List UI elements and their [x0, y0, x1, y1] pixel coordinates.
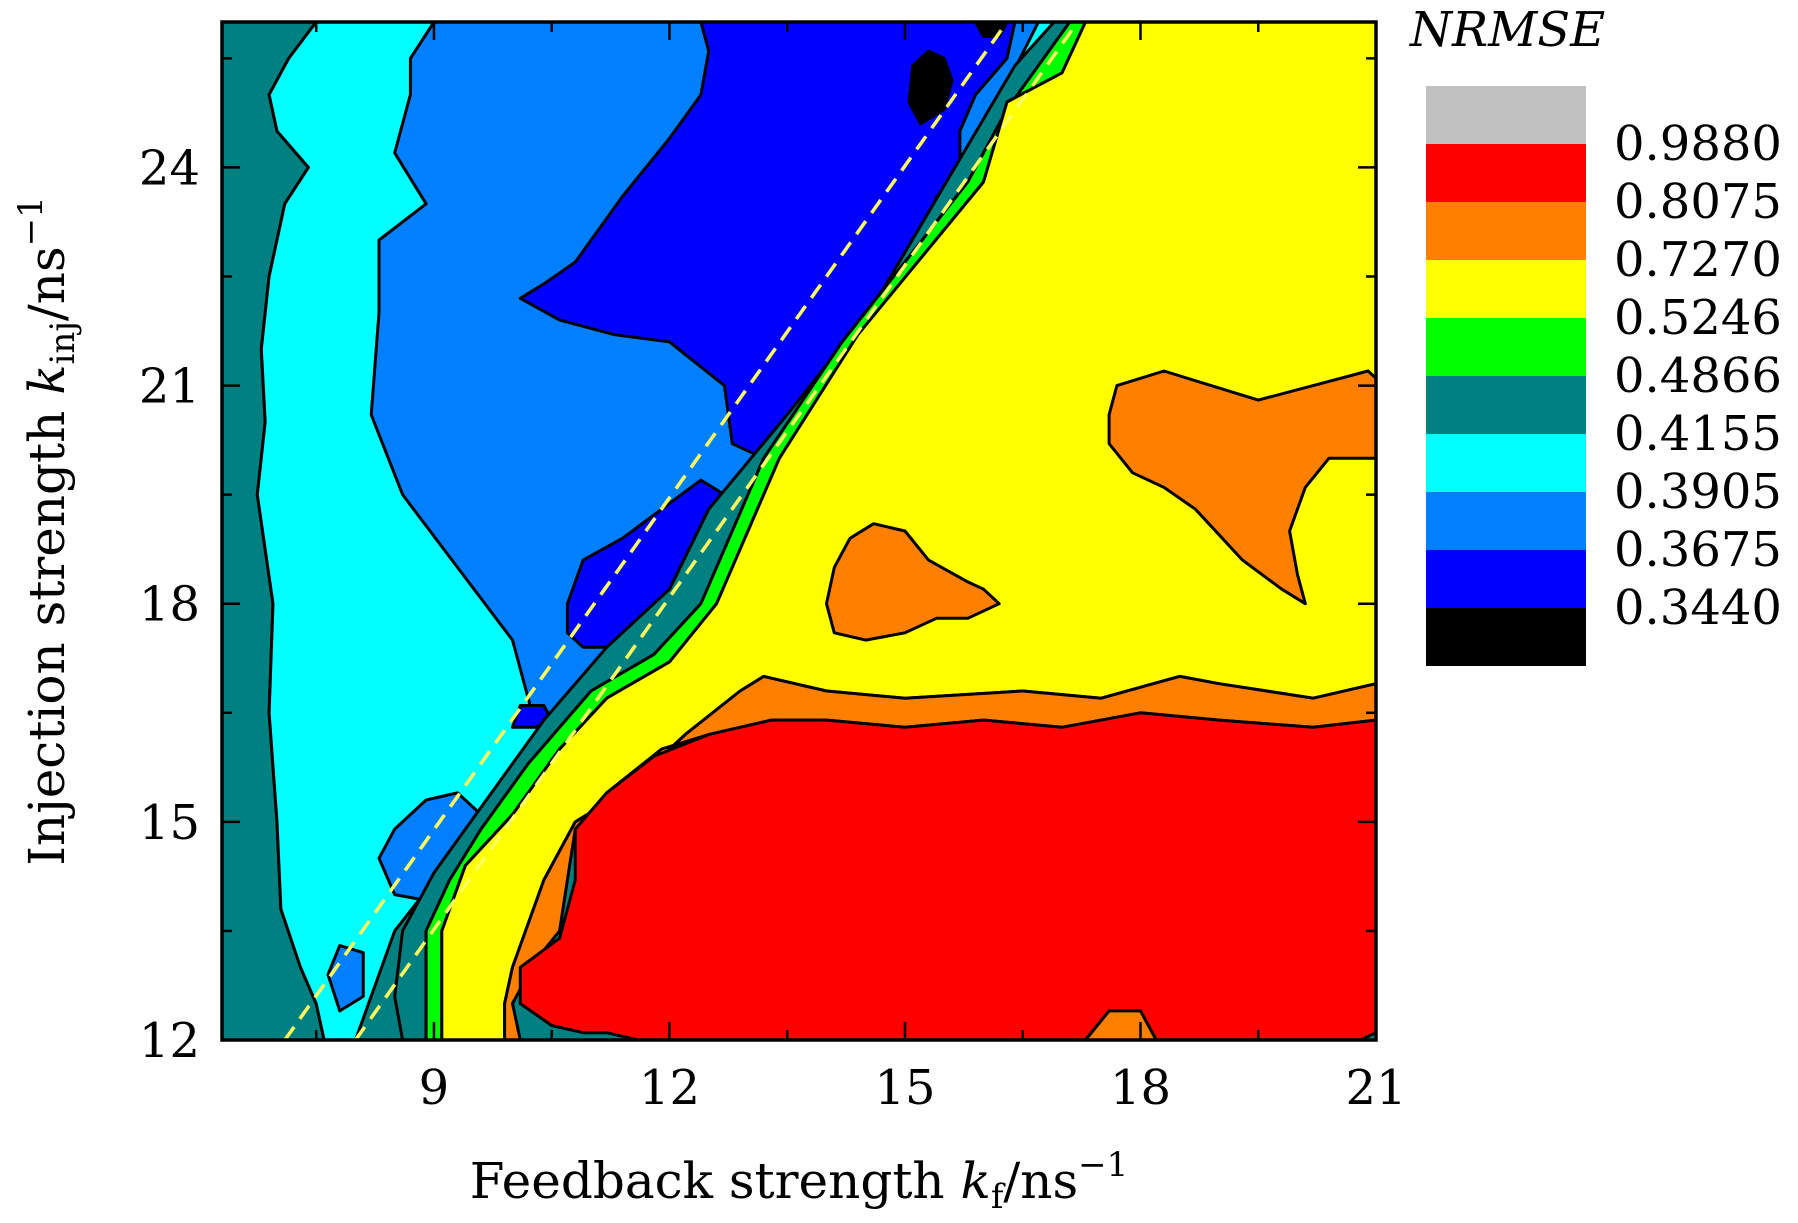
colorbar-swatch — [1426, 434, 1586, 492]
x-axis-title: Feedback strength kf/ns−1 — [470, 1145, 1129, 1217]
x-axis-title-sup: −1 — [1078, 1145, 1128, 1185]
colorbar-swatch — [1426, 202, 1586, 260]
colorbar: NRMSE 0.98800.80750.72700.52460.48660.41… — [1409, 2, 1782, 666]
contour-region-9 — [326, 944, 365, 1013]
y-axis-title-unit: /ns — [18, 246, 76, 321]
contour-region-19 — [518, 711, 1378, 1042]
colorbar-swatch — [1426, 318, 1586, 376]
contour-region-10 — [907, 49, 954, 126]
colorbar-level-label: 0.3905 — [1614, 464, 1782, 520]
y-axis-title-text: Injection strength — [18, 395, 76, 866]
colorbar-swatch — [1426, 144, 1586, 202]
x-tick-label: 18 — [1110, 1060, 1171, 1116]
x-tick-label: 9 — [419, 1060, 450, 1116]
y-tick-labels: 12 15 18 21 24 — [139, 140, 200, 1069]
y-axis-title: Injection strength kinj/ns−1 — [11, 196, 83, 865]
colorbar-swatches — [1426, 86, 1586, 666]
colorbar-level-label: 0.5246 — [1614, 290, 1782, 346]
colorbar-swatch — [1426, 86, 1586, 144]
y-tick-label: 18 — [139, 577, 200, 633]
x-tick-label: 12 — [639, 1060, 700, 1116]
axis-ticks — [222, 22, 1378, 1040]
colorbar-level-label: 0.9880 — [1614, 116, 1782, 172]
x-tick-label: 15 — [874, 1060, 935, 1116]
y-axis-title-sub: inj — [43, 321, 83, 364]
colorbar-level-label: 0.3675 — [1614, 522, 1782, 578]
colorbar-level-label: 0.3440 — [1614, 580, 1782, 636]
colorbar-swatch — [1426, 376, 1586, 434]
guide-lines — [283, 20, 1080, 1042]
colorbar-level-label: 0.8075 — [1614, 174, 1782, 230]
x-tick-labels: 9 12 15 18 21 — [419, 1060, 1407, 1116]
x-axis-title-var: k — [961, 1152, 991, 1210]
plot-area — [220, 20, 1378, 1042]
y-tick-label: 24 — [139, 140, 200, 196]
colorbar-level-label: 0.7270 — [1614, 232, 1782, 288]
colorbar-swatch — [1426, 492, 1586, 550]
y-tick-label: 12 — [139, 1013, 200, 1069]
colorbar-swatch — [1426, 608, 1586, 666]
colorbar-level-label: 0.4866 — [1614, 348, 1782, 404]
y-tick-label: 21 — [139, 359, 200, 415]
x-tick-label: 21 — [1345, 1060, 1406, 1116]
colorbar-swatch — [1426, 550, 1586, 608]
dashed-guide-line-2 — [354, 20, 1080, 1042]
contour-region-20 — [825, 522, 1001, 642]
y-axis-title-sup: −1 — [11, 196, 51, 246]
plot-frame — [220, 20, 1378, 1042]
x-axis-title-sub: f — [991, 1177, 1006, 1217]
colorbar-title: NRMSE — [1409, 2, 1605, 58]
y-tick-label: 15 — [139, 795, 200, 851]
y-axis-title-var: k — [18, 364, 76, 394]
colorbar-swatch — [1426, 260, 1586, 318]
x-axis-title-unit: /ns — [1003, 1152, 1078, 1210]
colorbar-labels: 0.98800.80750.72700.52460.48660.41550.39… — [1614, 116, 1782, 636]
colorbar-level-label: 0.4155 — [1614, 406, 1782, 462]
dashed-guide-line-1 — [283, 20, 1009, 1042]
contour-region-21 — [1107, 369, 1378, 606]
x-axis-title-text: Feedback strength — [470, 1152, 961, 1210]
